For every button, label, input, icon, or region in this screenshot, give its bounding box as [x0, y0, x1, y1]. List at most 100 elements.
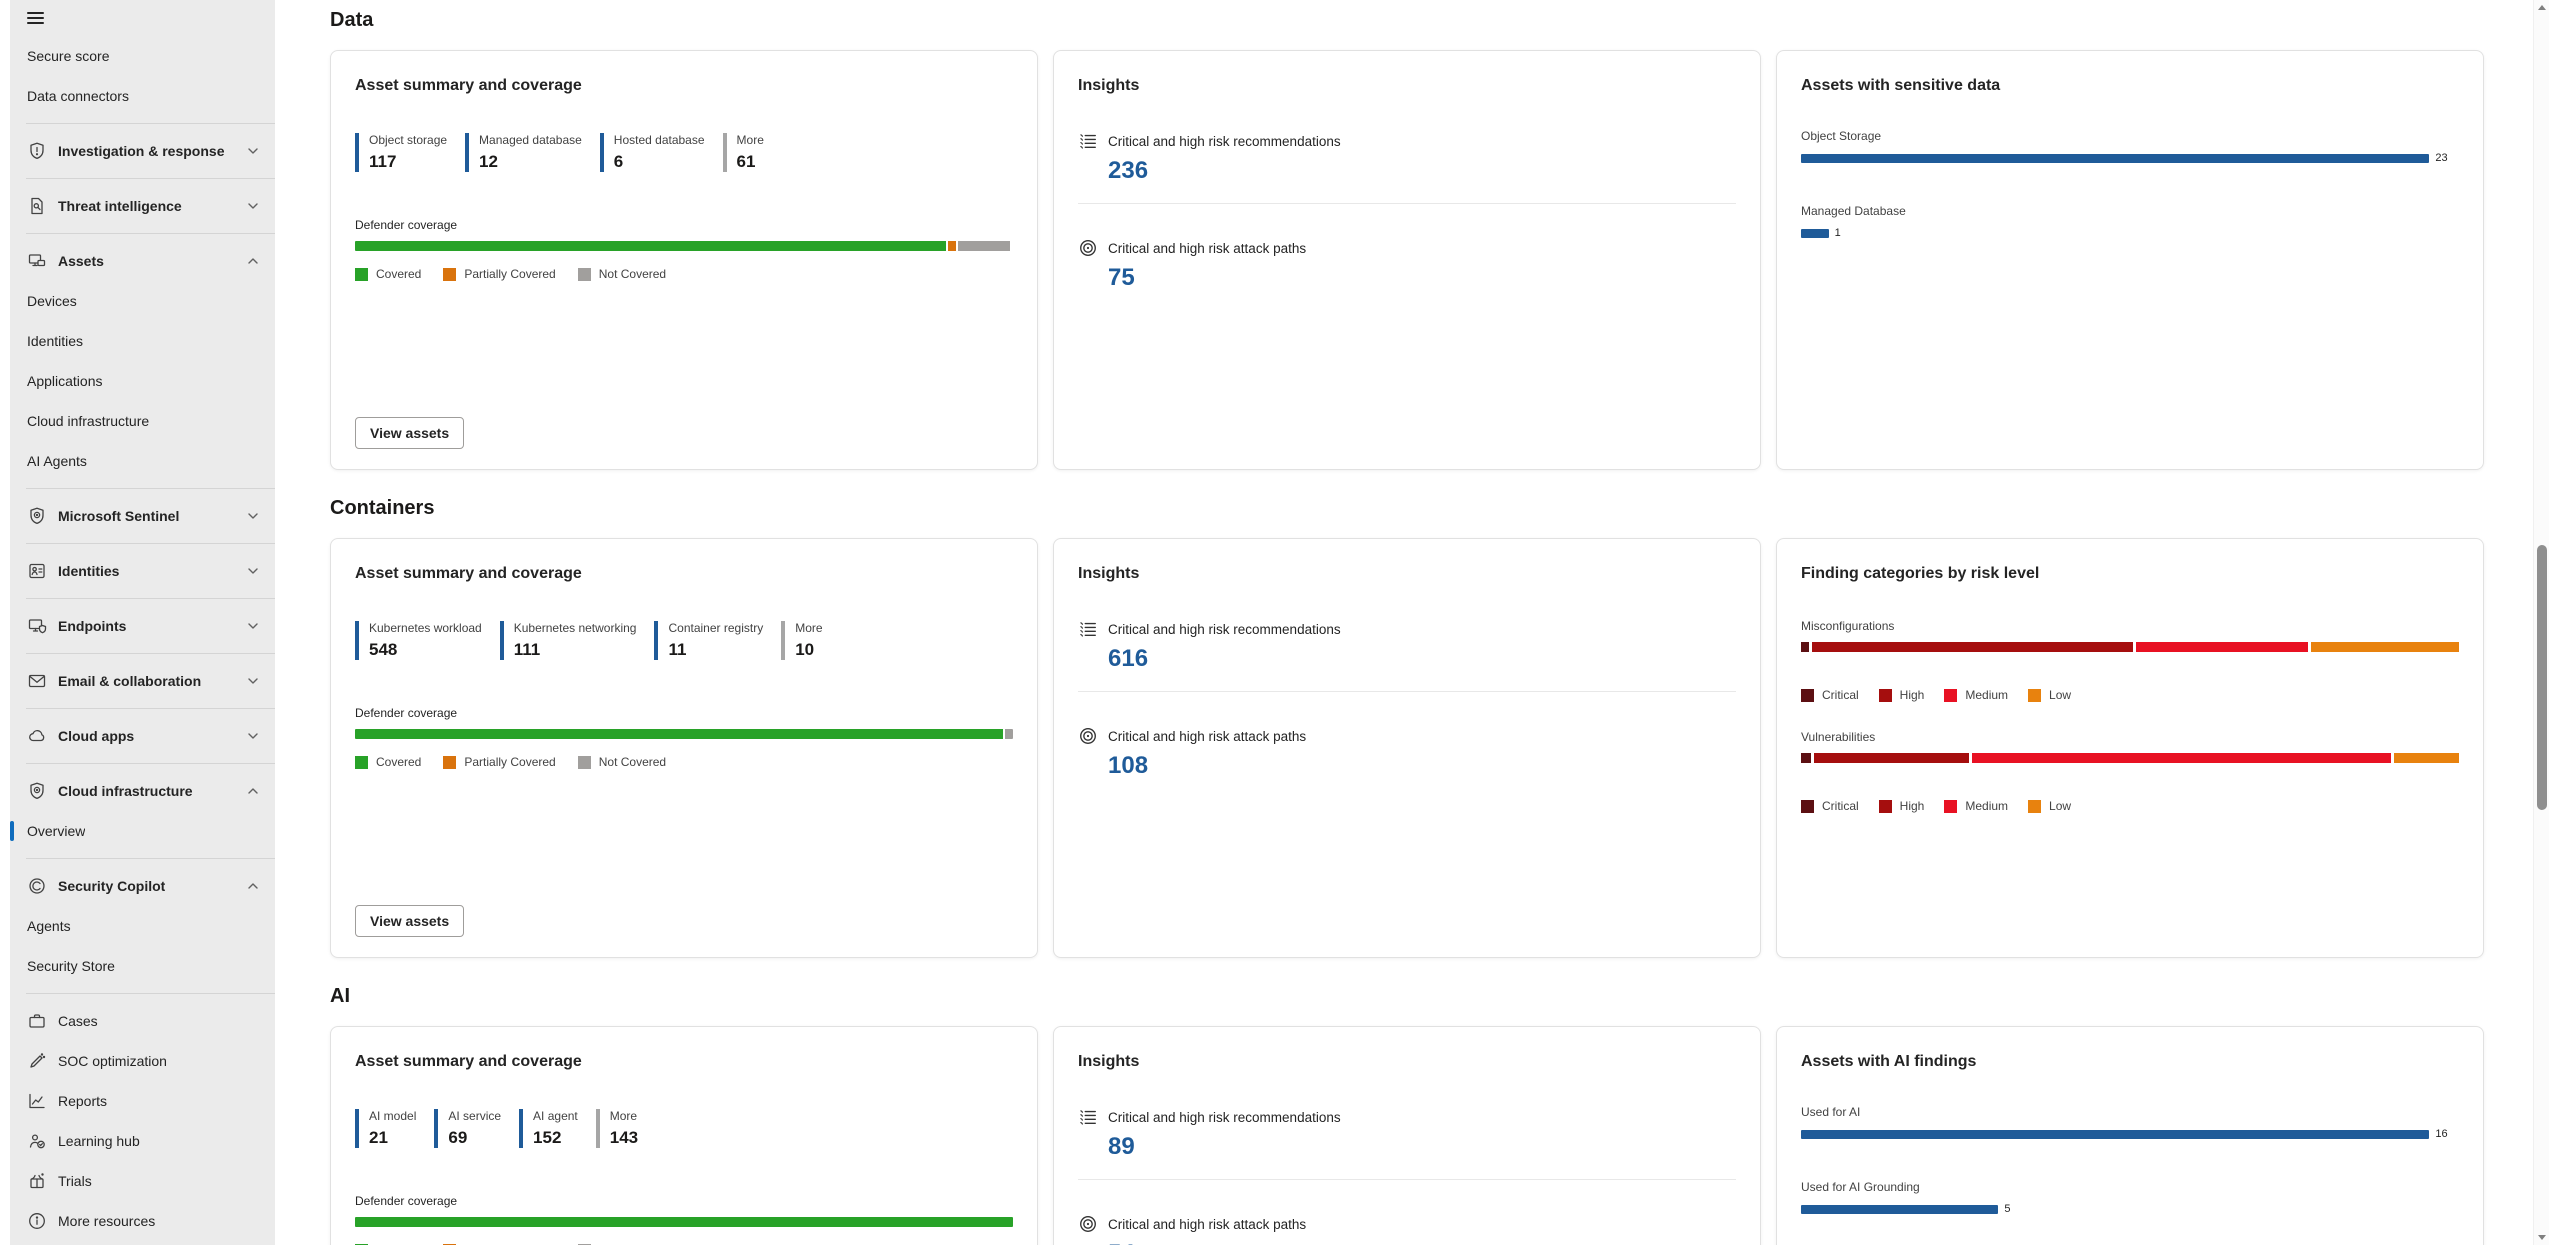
coverage-legend: Covered Partially Covered Not Covered: [355, 755, 1013, 769]
insight-value-link[interactable]: 89: [1108, 1133, 1135, 1160]
sidebar-item-identities-group[interactable]: Identities: [10, 551, 275, 591]
sidebar-divider: [26, 763, 275, 764]
stat-label: Managed database: [479, 133, 582, 147]
sidebar-item-soc-optimization[interactable]: SOC optimization: [10, 1041, 275, 1081]
card-row: Asset summary and coverage Kubernetes wor…: [330, 538, 2533, 958]
bar-row: 1: [1801, 227, 2459, 239]
sidebar-item-agents[interactable]: Agents: [10, 906, 275, 946]
sidebar-item-investigation-response[interactable]: Investigation & response: [10, 131, 275, 171]
stat-value: 152: [533, 1128, 562, 1147]
id-badge-icon: [27, 561, 47, 581]
risk-segment-low: [2394, 753, 2459, 763]
coverage-legend: Covered Partially Covered Not Covered: [355, 1243, 1013, 1245]
legend-label: Medium: [1965, 799, 2009, 813]
coverage-label: Defender coverage: [355, 218, 458, 232]
legend-label: Low: [2049, 799, 2072, 813]
insight-value-link[interactable]: 616: [1108, 645, 1149, 672]
stats-row: Object storage 117 Managed database 12 Hoste…: [355, 133, 1013, 172]
sidebar: Secure score Data connectors Investigation…: [10, 0, 275, 1245]
sidebar-item-label: Identities: [27, 333, 84, 349]
sidebar-item-label: Investigation & response: [58, 143, 225, 159]
sidebar-item-security-store[interactable]: Security Store: [10, 946, 275, 986]
risk-segment-high: [1813, 753, 1970, 763]
section-title: Data: [330, 9, 374, 31]
sidebar-item-assets[interactable]: Assets: [10, 241, 275, 281]
sidebar-item-more-resources[interactable]: More resources: [10, 1201, 275, 1241]
legend-label: Low: [2049, 688, 2072, 702]
insight-value-link[interactable]: 108: [1108, 752, 1149, 779]
legend-item: Low: [2028, 799, 2071, 813]
legend-item: Not Covered: [577, 1243, 666, 1245]
sidebar-item-devices[interactable]: Devices: [10, 281, 275, 321]
bar-value: 5: [2004, 1203, 2011, 1215]
stat-container-registry: Container registry 11: [654, 621, 763, 660]
sidebar-item-label: Cloud infrastructure: [27, 413, 150, 429]
bar-row: 5: [1801, 1203, 2459, 1215]
legend-chip-partially_covered: [443, 1243, 457, 1245]
wand-icon: [27, 1051, 47, 1071]
legend-chip-medium: [1944, 688, 1958, 702]
legend-chip-not_covered: [577, 267, 591, 281]
bar-label: Managed Database: [1801, 204, 1906, 218]
legend-item: Covered: [355, 267, 421, 281]
stat-value: 117: [369, 152, 397, 171]
sidebar-item-email-collaboration[interactable]: Email & collaboration: [10, 661, 275, 701]
sidebar-item-label: Agents: [27, 918, 71, 934]
sidebar-item-label: Endpoints: [58, 618, 127, 634]
sidebar-item-cloud-infrastructure-group[interactable]: Cloud infrastructure: [10, 771, 275, 811]
stat-label: Kubernetes networking: [513, 621, 637, 635]
bar-value: 1: [1834, 227, 1841, 239]
insight-divider: [1078, 1179, 1736, 1180]
insight-value-link[interactable]: 236: [1108, 157, 1149, 184]
shield-alert-icon: [27, 141, 47, 161]
sidebar-item-endpoints[interactable]: Endpoints: [10, 606, 275, 646]
sidebar-item-threat-intelligence[interactable]: Threat intelligence: [10, 186, 275, 226]
view-assets-button[interactable]: View assets: [355, 417, 465, 449]
sidebar-item-applications[interactable]: Applications: [10, 361, 275, 401]
chevron-down-icon: [245, 508, 261, 524]
legend-chip-covered: [355, 1243, 368, 1245]
legend-chip-covered: [355, 755, 368, 769]
sidebar-item-microsoft-sentinel[interactable]: Microsoft Sentinel: [10, 496, 275, 536]
sidebar-item-data-connectors[interactable]: Data connectors: [10, 76, 275, 116]
insight-label: Critical and high risk recommendations: [1108, 133, 1341, 149]
bar-label: Used for AI: [1801, 1105, 1861, 1119]
insight-row: Critical and high risk attack paths 108: [1078, 726, 1736, 780]
insight-head: Critical and high risk recommendations: [1078, 1107, 1736, 1127]
scrollbar-thumb[interactable]: [2537, 545, 2547, 810]
insight-value-link[interactable]: 54: [1108, 1240, 1135, 1245]
sidebar-item-reports[interactable]: Reports: [10, 1081, 275, 1121]
sidebar-divider: [26, 178, 275, 179]
legend-label: Covered: [376, 267, 422, 281]
stat-label: AI agent: [533, 1109, 578, 1123]
findings-bars-card: Assets with AI findings Used for AI 16 Used…: [1776, 1026, 2484, 1245]
stat-label: More: [736, 133, 764, 147]
scroll-up-arrow[interactable]: [2538, 5, 2546, 10]
legend-item: Partially Covered: [443, 267, 556, 281]
sidebar-item-ai-agents[interactable]: AI Agents: [10, 441, 275, 481]
sidebar-item-identities[interactable]: Identities: [10, 321, 275, 361]
sidebar-item-trials[interactable]: Trials: [10, 1161, 275, 1201]
legend-label: Covered: [376, 755, 422, 769]
stat-kubernetes-workload: Kubernetes workload 548: [355, 621, 482, 660]
sidebar-divider: [26, 488, 275, 489]
insight-head: Critical and high risk recommendations: [1078, 131, 1736, 151]
risk-segment-low: [2311, 642, 2459, 652]
sidebar-item-learning-hub[interactable]: Learning hub: [10, 1121, 275, 1161]
scrollbar[interactable]: [2533, 0, 2549, 1245]
attack-path-target-icon: [1078, 1214, 1098, 1234]
sidebar-item-cases[interactable]: Cases: [10, 1001, 275, 1041]
stat-value: 61: [736, 152, 756, 171]
coverage-label: Defender coverage: [355, 706, 458, 720]
sidebar-item-secure-score[interactable]: Secure score: [10, 36, 275, 76]
scroll-down-arrow[interactable]: [2538, 1235, 2546, 1240]
coverage-segment-not_covered: [1005, 729, 1013, 739]
insight-value-link[interactable]: 75: [1108, 264, 1135, 291]
hamburger-menu-button[interactable]: [10, 0, 275, 36]
sidebar-item-cloud-apps[interactable]: Cloud apps: [10, 716, 275, 756]
view-assets-button[interactable]: View assets: [355, 905, 465, 937]
sidebar-item-cloud-infrastructure[interactable]: Cloud infrastructure: [10, 401, 275, 441]
sidebar-item-security-copilot[interactable]: Security Copilot: [10, 866, 275, 906]
main-content: Data Asset summary and coverage Object sto…: [275, 0, 2533, 1245]
sidebar-item-overview[interactable]: Overview: [10, 811, 275, 851]
